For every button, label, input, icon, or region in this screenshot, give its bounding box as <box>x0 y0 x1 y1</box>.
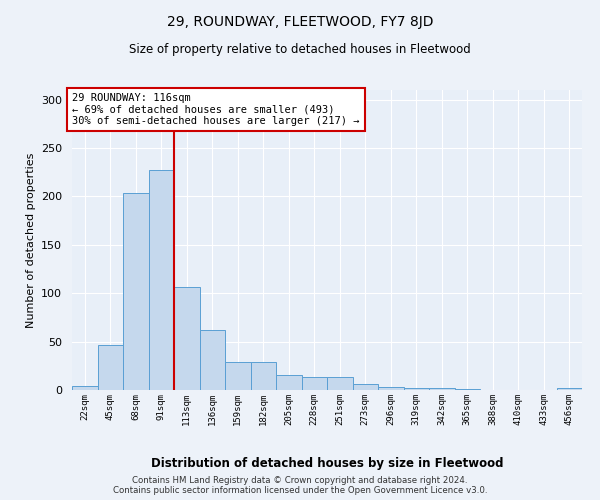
Bar <box>455 389 480 390</box>
Bar <box>378 387 404 390</box>
Bar <box>225 362 251 390</box>
Text: 29 ROUNDWAY: 116sqm
← 69% of detached houses are smaller (493)
30% of semi-detac: 29 ROUNDWAY: 116sqm ← 69% of detached ho… <box>72 93 359 126</box>
Bar <box>429 388 455 390</box>
Bar <box>353 384 378 390</box>
Y-axis label: Number of detached properties: Number of detached properties <box>26 152 35 328</box>
Bar <box>404 388 429 390</box>
Text: Distribution of detached houses by size in Fleetwood: Distribution of detached houses by size … <box>151 458 503 470</box>
Text: 29, ROUNDWAY, FLEETWOOD, FY7 8JD: 29, ROUNDWAY, FLEETWOOD, FY7 8JD <box>167 15 433 29</box>
Bar <box>302 378 327 390</box>
Bar <box>251 362 276 390</box>
Bar <box>557 388 582 390</box>
Bar <box>123 192 149 390</box>
Bar <box>174 288 199 390</box>
Bar <box>276 376 302 390</box>
Text: Contains HM Land Registry data © Crown copyright and database right 2024.
Contai: Contains HM Land Registry data © Crown c… <box>113 476 487 495</box>
Bar <box>327 378 353 390</box>
Bar <box>97 346 123 390</box>
Bar <box>72 386 97 390</box>
Text: Size of property relative to detached houses in Fleetwood: Size of property relative to detached ho… <box>129 42 471 56</box>
Bar <box>149 170 174 390</box>
Bar <box>199 330 225 390</box>
